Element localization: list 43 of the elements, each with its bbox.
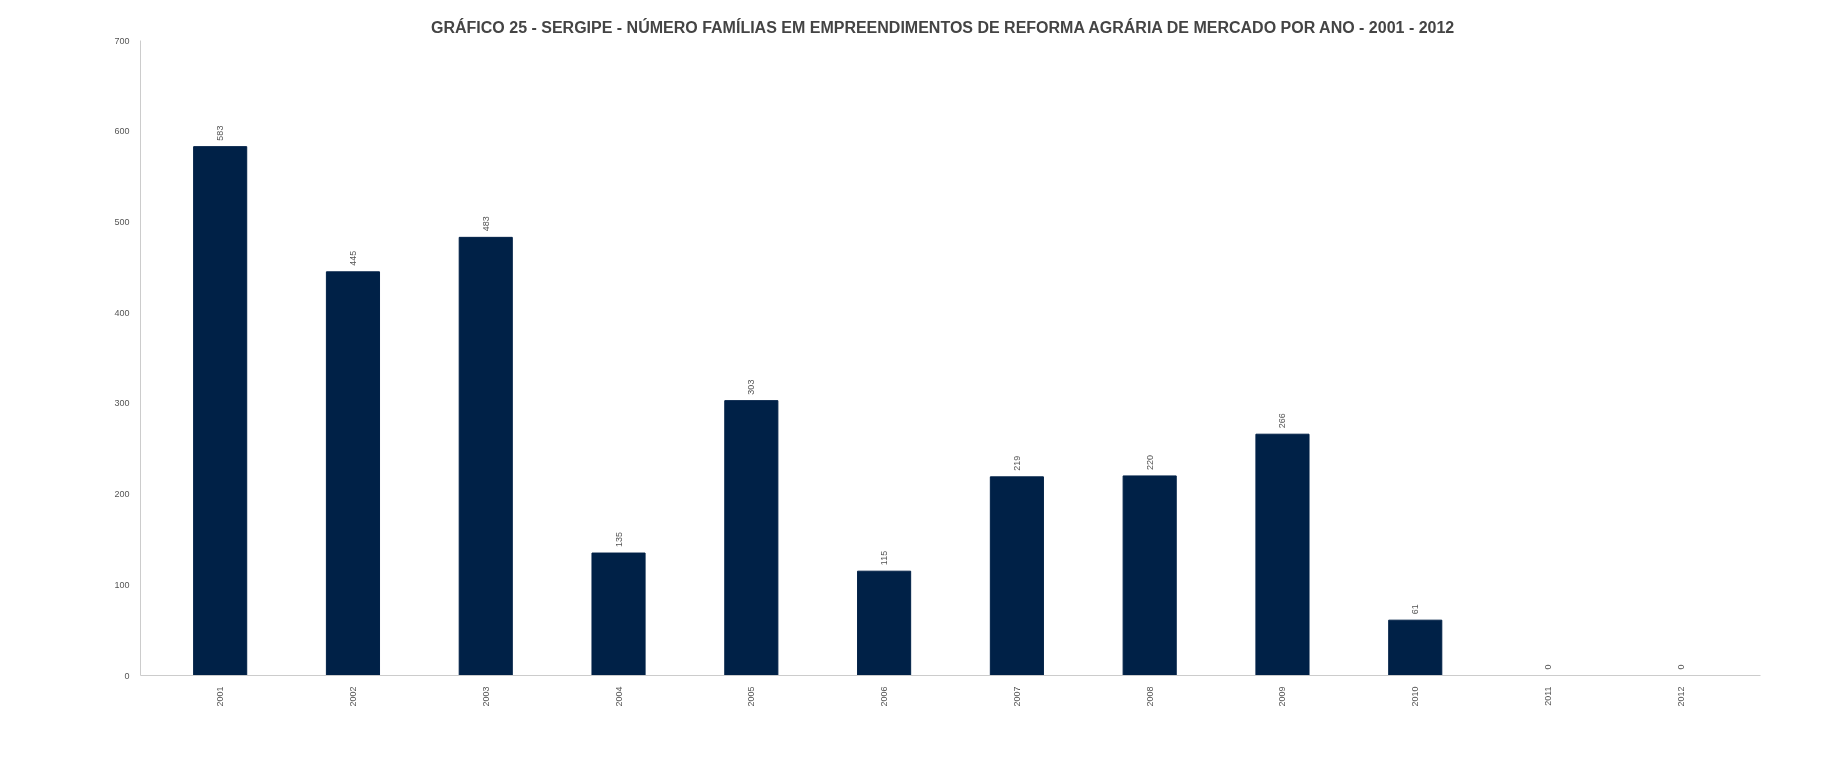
chart-title: GRÁFICO 25 - SERGIPE - NÚMERO FAMÍLIAS EM EMPREENDIMENTOS DE REFORMA AGRÁRIA DE MERCADO POR ANO - 2001 - 2012 xyxy=(431,17,1455,36)
bar xyxy=(857,570,912,676)
x-tick-label: 2009 xyxy=(1277,686,1288,707)
data-label: 0 xyxy=(1543,664,1554,670)
data-label: 135 xyxy=(613,532,624,548)
data-label: 445 xyxy=(347,250,358,266)
x-tick-label: 2007 xyxy=(1011,686,1022,707)
x-tick-label: 2004 xyxy=(613,686,624,707)
bar xyxy=(1122,475,1177,676)
x-tick-label: 2003 xyxy=(480,686,491,707)
data-label: 115 xyxy=(879,550,890,566)
data-label: 220 xyxy=(1144,454,1155,470)
data-label: 483 xyxy=(480,216,491,232)
bar xyxy=(458,236,513,676)
y-tick-label: 300 xyxy=(114,398,130,409)
bar xyxy=(1255,433,1310,676)
x-tick-label: 2008 xyxy=(1144,686,1155,707)
data-label: 303 xyxy=(746,379,757,395)
data-label: 266 xyxy=(1277,413,1288,429)
bar xyxy=(325,271,381,676)
x-tick-label: 2006 xyxy=(879,686,890,707)
bar xyxy=(591,552,646,676)
x-tick-label: 2010 xyxy=(1410,686,1421,707)
bar xyxy=(193,146,248,676)
y-tick-label: 400 xyxy=(114,307,130,318)
data-label: 0 xyxy=(1675,664,1686,670)
x-tick-label: 2002 xyxy=(347,686,358,707)
x-tick-label: 2001 xyxy=(215,686,226,707)
y-tick-label: 200 xyxy=(114,489,130,500)
y-tick-label: 700 xyxy=(114,35,130,46)
y-tick-label: 600 xyxy=(114,126,130,137)
data-label: 61 xyxy=(1410,604,1421,615)
data-label: 583 xyxy=(215,125,226,141)
bar xyxy=(724,400,779,676)
y-tick-label: 0 xyxy=(124,670,130,681)
y-tick-label: 100 xyxy=(114,579,130,590)
x-tick-label: 2005 xyxy=(746,686,757,707)
bar xyxy=(989,476,1044,676)
y-tick-label: 500 xyxy=(114,216,130,227)
data-label: 219 xyxy=(1011,455,1022,471)
x-tick-label: 2012 xyxy=(1675,686,1686,707)
x-tick-label: 2011 xyxy=(1543,686,1554,706)
bar xyxy=(1388,619,1443,676)
